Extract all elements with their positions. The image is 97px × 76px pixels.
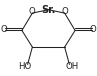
- Text: O: O: [29, 7, 35, 16]
- Text: OH: OH: [65, 62, 78, 71]
- Text: O: O: [62, 7, 68, 16]
- Text: HO: HO: [19, 62, 32, 71]
- Text: Sr.: Sr.: [41, 5, 56, 15]
- Text: O: O: [1, 25, 8, 34]
- Text: O: O: [89, 25, 96, 34]
